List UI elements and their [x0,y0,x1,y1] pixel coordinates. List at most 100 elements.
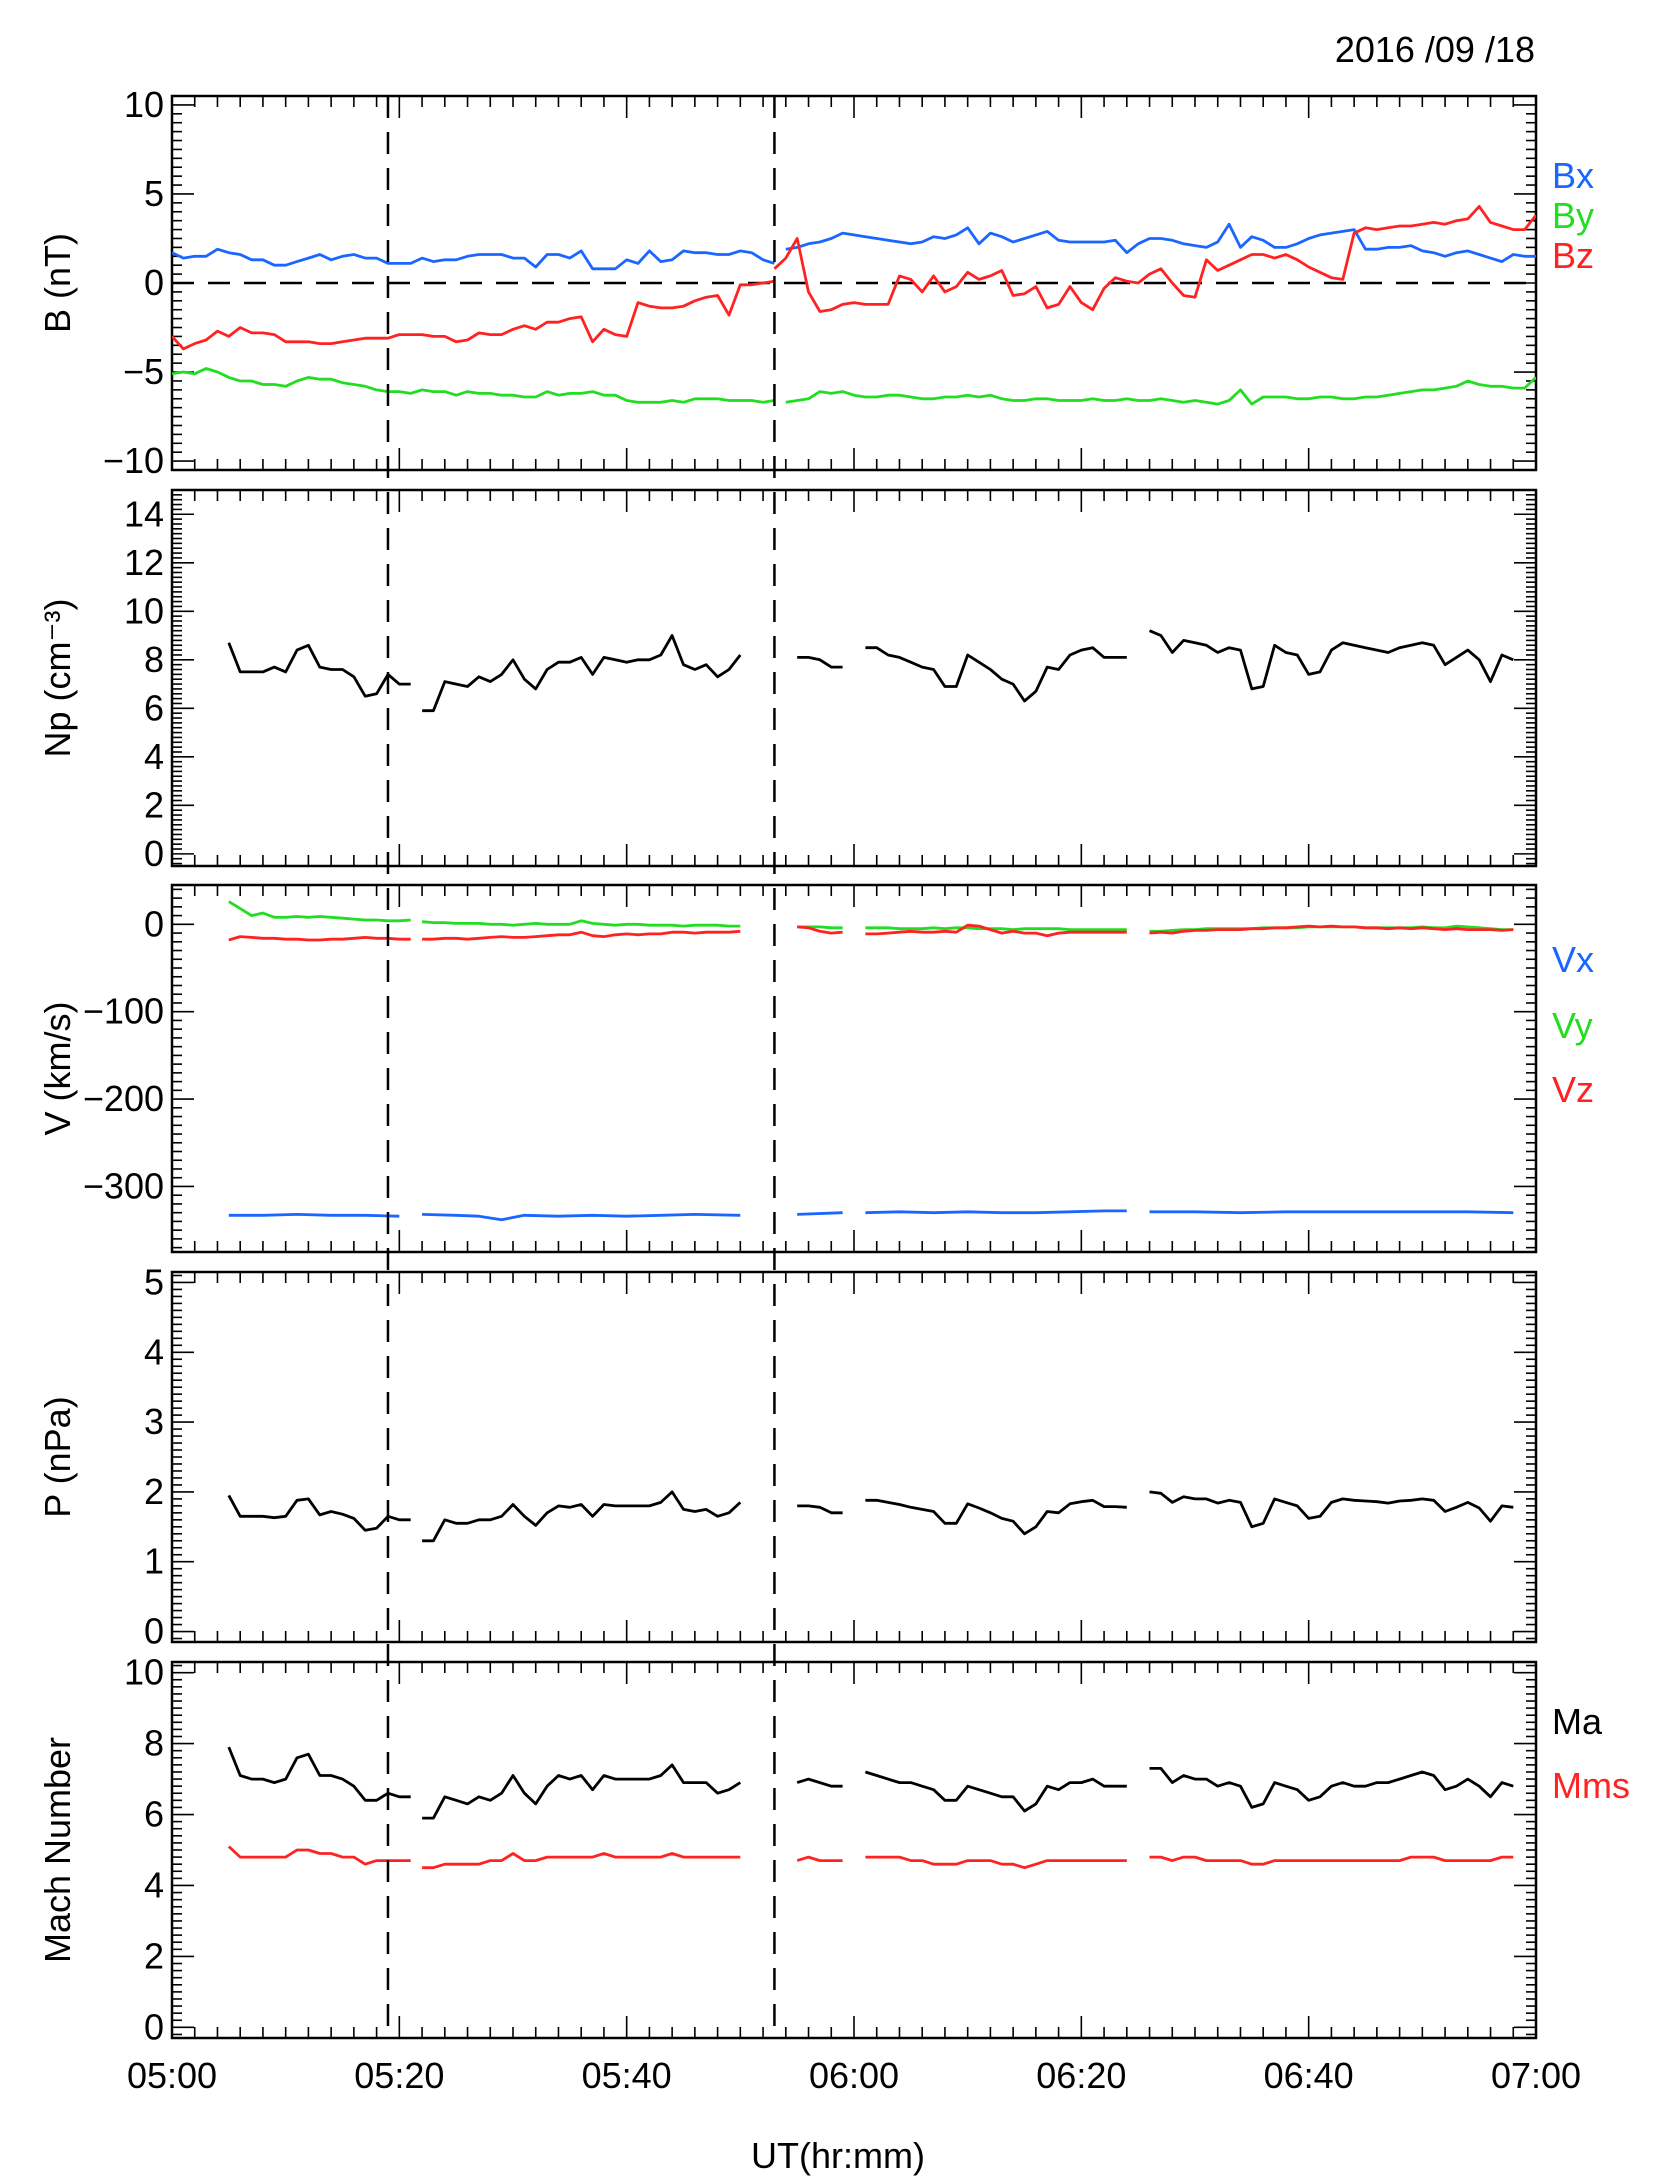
legend-bz: Bz [1552,235,1594,276]
y-tick-label: 2 [144,1935,164,1976]
y-tick-label: 5 [144,1261,164,1302]
x-tick-label: 07:00 [1491,2055,1581,2096]
series-p-line [797,1504,843,1515]
y-tick-label: 8 [144,1723,164,1764]
x-axis-title: UT(hr:mm) [751,2135,925,2176]
series-vy-line [421,919,741,928]
legend-vx: Vx [1552,939,1594,980]
series-vz-line [1149,924,1514,935]
series-np-line [227,642,411,698]
panel-frame [170,883,1538,1254]
panel-ticks [171,1662,1537,2038]
y-tick-label: 0 [144,903,164,944]
x-tick-label: 06:20 [1036,2055,1126,2096]
y-tick-label: 1 [144,1541,164,1582]
x-tick-label: 05:40 [582,2055,672,2096]
x-axis: 05:00 05:20 05:40 06:00 06:20 06:40 07:00 [127,2055,1581,2096]
date-label: 2016 /09 /18 [1335,29,1535,70]
y-tick-label: 0 [144,2006,164,2047]
y-tick-label: 4 [144,736,164,777]
y-axis-title: Np (cm⁻³) [37,599,78,758]
y-tick-label: 4 [144,1331,164,1372]
series-bz-line [172,279,775,351]
series-group [172,204,1536,406]
y-axis-title: P (nPa) [37,1396,78,1517]
y-tick-label: 6 [144,687,164,728]
series-ma-line [796,1777,843,1788]
series-np-line [422,634,742,713]
y-tick-label: 4 [144,1864,164,1905]
series-vy-line [865,926,1127,931]
y-tick-label: 0 [144,262,164,303]
series-p-line [227,1494,411,1532]
y-tick-label: 3 [144,1401,164,1442]
series-mms-line [422,1852,741,1870]
series-vx-line [797,1211,843,1216]
panel-frame [170,1660,1538,2040]
y-axis-title: B (nT) [37,233,78,333]
y-tick-label: 12 [124,542,164,583]
y-tick-label: 0 [144,833,164,874]
series-group [227,1746,1514,1870]
y-tick-label: 0 [144,1611,164,1652]
y-tick-label: −5 [123,351,164,392]
x-tick-label: 06:40 [1264,2055,1354,2096]
y-tick-label: −300 [83,1165,164,1206]
panel-frame [170,1270,1538,1644]
legend-vy: Vy [1552,1005,1593,1046]
series-bz-line [773,204,1536,313]
series-by-line [785,376,1536,406]
panel-frame [170,488,1538,868]
x-tick-label: 05:00 [127,2055,217,2096]
panel-ticks [171,885,1537,1252]
series-group [228,900,1514,1222]
y-tick-label: 10 [124,590,164,631]
y-tick-label: 6 [144,1794,164,1835]
series-vx-line [865,1209,1127,1215]
y-tick-label: 2 [144,784,164,825]
series-mms-line [227,1845,411,1866]
y-tick-label: 5 [144,173,164,214]
series-mms-line [796,1855,843,1862]
series-mms-line [1149,1855,1514,1866]
legend-ma: Ma [1552,1701,1603,1742]
legend-mms: Mms [1552,1765,1630,1806]
series-ma-line [1149,1767,1514,1809]
series-np-line [1148,629,1514,691]
series-np-line [865,646,1127,703]
legend-bx: Bx [1552,155,1594,196]
series-mms-line [865,1855,1127,1870]
series-vy-line [228,900,411,923]
series-vx-line [228,1213,400,1218]
series-bx-line [785,222,1536,264]
x-tick-label: 06:00 [809,2055,899,2096]
series-vx-line [422,1213,741,1222]
series-ma-line [422,1763,742,1820]
panel-ticks [171,95,1537,471]
panel-ticks [171,489,1537,866]
series-p-line [422,1490,742,1543]
y-tick-label: 10 [124,84,164,125]
series-ma-line [227,1746,411,1802]
y-tick-label: 8 [144,639,164,680]
x-tick-label: 05:20 [354,2055,444,2096]
series-group [227,629,1514,713]
series-ma-line [864,1770,1127,1813]
legend-vz: Vz [1552,1069,1594,1110]
y-axis-title: V (km/s) [37,1002,78,1136]
series-bx-line [172,247,775,271]
series-np-line [797,656,843,669]
series-p-line [865,1498,1127,1536]
series-vz-line [228,935,411,942]
series-vz-line [422,929,741,941]
y-tick-label: 10 [124,1652,164,1693]
panel-mach: 10 8 6 4 2 0 Mach Number Ma Mms [37,1652,1630,2048]
panel-p: 5 4 3 2 1 0 P (nPa) [37,1261,1538,1652]
event-lines [386,96,776,2038]
series-vz-line [797,925,843,935]
y-tick-label: −10 [103,440,164,481]
